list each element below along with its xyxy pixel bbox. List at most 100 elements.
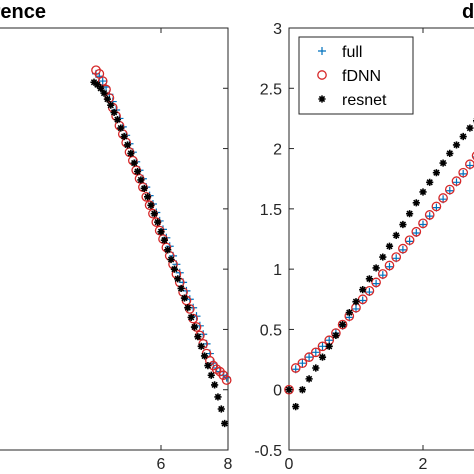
data-point-fdnn	[431, 201, 442, 212]
data-point-resnet	[113, 116, 122, 124]
data-point-resnet	[211, 381, 219, 389]
data-point-resnet	[123, 141, 132, 149]
data-point-resnet	[392, 231, 400, 239]
data-point-full	[195, 321, 204, 330]
data-point-fdnn	[284, 384, 294, 395]
data-point-resnet	[399, 220, 407, 229]
data-point-resnet	[207, 371, 215, 379]
data-point-resnet	[372, 264, 380, 272]
y-tick-label: 2.5	[260, 81, 282, 98]
left-panel: erence 68	[0, 1, 233, 473]
data-point-fdnn	[384, 260, 395, 271]
legend-label-fdnn: fDNN	[342, 68, 381, 85]
data-point-resnet	[137, 176, 145, 184]
data-point-resnet	[412, 199, 420, 207]
data-point-resnet	[140, 184, 148, 192]
right-data-marks	[284, 118, 474, 411]
data-point-resnet	[174, 275, 182, 283]
series-resnet	[90, 78, 229, 428]
data-point-resnet	[426, 178, 434, 186]
data-point-resnet	[120, 132, 128, 141]
data-point-resnet	[446, 149, 454, 157]
data-point-fdnn	[310, 347, 321, 358]
left-data-marks	[90, 65, 232, 428]
data-point-resnet	[466, 124, 474, 132]
data-point-full	[305, 353, 314, 362]
data-point-resnet	[345, 308, 353, 317]
y-tick-label: 1	[273, 262, 282, 279]
data-point-resnet	[379, 253, 387, 261]
data-point-fdnn	[451, 176, 462, 186]
data-point-fdnn	[377, 269, 388, 279]
data-point-fdnn	[304, 352, 314, 363]
data-point-resnet	[318, 353, 327, 361]
data-point-full	[175, 268, 184, 277]
data-point-fdnn	[444, 184, 455, 195]
data-point-resnet	[339, 321, 347, 329]
data-point-resnet	[217, 405, 225, 413]
data-point-resnet	[332, 331, 340, 340]
data-point-fdnn	[337, 319, 348, 330]
data-point-resnet	[100, 89, 108, 97]
data-point-resnet	[167, 255, 175, 264]
data-point-fdnn	[364, 285, 375, 296]
legend-marker-fdnn	[317, 70, 327, 80]
data-point-resnet	[117, 124, 125, 132]
data-point-resnet	[197, 342, 205, 350]
data-point-resnet	[170, 265, 178, 273]
data-point-resnet	[180, 294, 189, 302]
data-point-resnet	[150, 210, 158, 218]
data-point-fdnn	[371, 277, 381, 288]
x-tick-label: 6	[157, 456, 166, 473]
data-point-resnet	[365, 275, 373, 283]
data-point-resnet	[103, 95, 111, 103]
data-point-resnet	[184, 304, 192, 312]
x-tick-label: 2	[419, 456, 428, 473]
data-point-fdnn	[221, 375, 232, 385]
data-point-resnet	[107, 101, 115, 109]
legend-label-resnet: resnet	[342, 92, 387, 109]
data-point-resnet	[154, 218, 162, 226]
legend-marker-full	[318, 47, 326, 55]
data-point-resnet	[127, 149, 135, 157]
data-point-fdnn	[424, 210, 435, 220]
x-tick-label: 8	[224, 456, 233, 473]
data-point-resnet	[285, 386, 293, 394]
data-point-fdnn	[398, 243, 408, 254]
data-point-full	[185, 295, 194, 304]
data-point-resnet	[160, 236, 168, 244]
data-point-full	[311, 348, 320, 357]
y-tick-label: 2	[273, 142, 282, 159]
data-point-resnet	[325, 342, 333, 350]
data-point-resnet	[110, 108, 118, 116]
data-point-resnet	[200, 352, 209, 360]
data-point-resnet	[459, 132, 467, 141]
data-point-full	[298, 359, 307, 368]
data-point-resnet	[352, 298, 360, 306]
data-point-resnet	[144, 193, 152, 201]
data-point-fdnn	[418, 218, 428, 229]
data-point-fdnn	[404, 235, 415, 246]
data-point-fdnn	[290, 363, 301, 373]
data-point-fdnn	[391, 252, 402, 262]
data-point-resnet	[93, 81, 101, 89]
data-point-resnet	[292, 402, 300, 411]
data-point-resnet	[177, 284, 185, 293]
right-axis-ticks: 0 2-0.500.511.522.53	[254, 21, 428, 473]
data-point-resnet	[214, 393, 222, 401]
data-point-resnet	[190, 323, 199, 331]
data-point-fdnn	[218, 370, 229, 381]
data-point-fdnn	[411, 226, 422, 237]
data-point-resnet	[90, 78, 98, 86]
data-point-resnet	[194, 333, 202, 341]
legend-label-full: full	[342, 44, 362, 61]
data-point-resnet	[432, 169, 440, 177]
data-point-full	[318, 342, 327, 351]
data-point-fdnn	[458, 167, 469, 178]
data-point-resnet	[221, 419, 229, 428]
data-point-fdnn	[471, 151, 474, 160]
legend-marker-resnet	[318, 95, 326, 103]
data-point-resnet	[164, 246, 172, 254]
